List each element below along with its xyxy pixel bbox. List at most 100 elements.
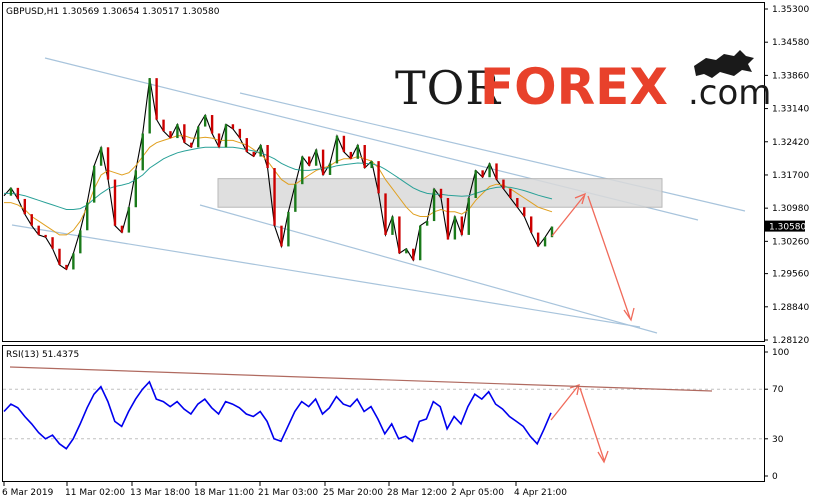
price-candle — [266, 144, 269, 169]
rsi-tick-label: 100 — [772, 348, 789, 358]
price-candle — [58, 248, 61, 265]
price-candle — [72, 253, 75, 270]
price-tick-label: 1.33140 — [772, 105, 809, 115]
price-candle — [224, 124, 228, 148]
rsi-forecast-down-line — [579, 387, 605, 461]
price-candle — [419, 225, 422, 261]
price-series — [3, 78, 554, 271]
current-price-tag: 1.30580 — [765, 220, 806, 233]
price-candle — [51, 237, 54, 249]
channel-lower-line — [199, 204, 658, 334]
price-tick-label: 1.30980 — [772, 204, 809, 214]
time-tick-label: 13 Mar 18:00 — [130, 488, 190, 498]
time-tick-label: 21 Mar 03:00 — [258, 488, 318, 498]
price-candle — [550, 226, 554, 238]
price-candle — [349, 151, 353, 159]
time-axis: 6 Mar 2019 11 Mar 02:00 13 Mar 18:00 18 Mar… — [2, 482, 567, 498]
price-candle — [238, 128, 242, 139]
price-tick-label: 1.34580 — [772, 38, 809, 48]
price-candle — [481, 170, 484, 178]
rsi-forecast-down-arrowhead — [597, 450, 609, 464]
price-candle — [259, 144, 262, 157]
price-candle — [391, 216, 394, 235]
price-candle — [425, 221, 429, 226]
channel-lower-line-2 — [11, 224, 641, 328]
time-tick-label: 2 Apr 05:00 — [451, 488, 504, 498]
price-candle — [287, 211, 290, 247]
price-candle — [252, 151, 255, 157]
price-candle — [384, 193, 387, 235]
price-tick-label: 1.33860 — [772, 71, 809, 81]
rsi-forecast-up-arrowhead — [569, 384, 580, 396]
price-candle — [460, 216, 464, 235]
price-candle — [523, 207, 526, 217]
time-tick-label: 4 Apr 21:00 — [514, 488, 567, 498]
price-candle — [377, 161, 380, 194]
price-candle — [162, 119, 165, 132]
price-candle — [453, 216, 457, 240]
price-candle — [516, 198, 519, 208]
price-candle — [176, 124, 179, 139]
time-tick-label: 11 Mar 02:00 — [65, 488, 125, 498]
price-candle — [169, 131, 172, 139]
price-tick-label: 1.31700 — [772, 171, 809, 181]
price-candle — [495, 163, 498, 180]
price-candle — [120, 225, 124, 233]
chart-header: GBPUSD,H1 1.30569 1.30654 1.30517 1.3058… — [6, 7, 220, 17]
time-tick-label: 6 Mar 2019 — [2, 488, 54, 498]
price-candle — [363, 144, 366, 169]
price-candle — [141, 133, 144, 171]
price-candle — [106, 147, 110, 180]
price-candle — [398, 216, 401, 254]
price-candle — [321, 149, 325, 175]
current-price-tag-bg — [765, 220, 805, 232]
price-candle — [543, 237, 547, 247]
price-candle — [432, 188, 436, 222]
price-candle — [370, 161, 373, 169]
price-candle — [155, 78, 158, 120]
price-candle — [183, 124, 186, 143]
price-axis: 1.35300 1.34580 1.33860 1.33140 1.32420 1.317… — [764, 5, 809, 346]
price-candle — [273, 168, 276, 226]
price-candle — [405, 248, 408, 254]
price-candle — [203, 115, 207, 127]
price-candle — [502, 179, 505, 189]
price-candle — [474, 170, 477, 199]
price-candle — [280, 225, 283, 247]
price-candle — [148, 78, 151, 134]
price-candle — [529, 216, 533, 233]
price-candle — [86, 202, 89, 231]
price-candle — [231, 124, 235, 129]
rsi-tick-label: 0 — [772, 472, 778, 482]
price-candle — [488, 163, 491, 178]
price-candle — [99, 147, 103, 166]
brand-logo: TOR FOREX .com — [395, 50, 771, 116]
rsi-tick-label: 30 — [772, 435, 784, 445]
rsi-forecast-up-line — [550, 385, 579, 421]
price-candle — [356, 144, 359, 159]
bull-icon — [694, 50, 754, 78]
price-candle — [446, 198, 450, 240]
price-tick-label: 1.30260 — [772, 237, 809, 247]
forecast-up-arrowhead — [574, 192, 587, 205]
rsi-tick-label: 70 — [772, 385, 784, 395]
forecast-up-line — [551, 195, 585, 237]
price-candle — [210, 115, 214, 134]
brand-part-forex: FOREX — [480, 58, 668, 116]
price-candle — [509, 188, 512, 199]
price-candle — [314, 149, 318, 166]
price-candle — [190, 142, 193, 148]
price-candle — [328, 163, 332, 175]
rsi-panel-frame — [2, 345, 765, 482]
price-candle — [79, 230, 82, 254]
price-candle — [467, 198, 470, 235]
price-candle — [245, 138, 248, 152]
price-candle — [294, 184, 297, 212]
price-candle — [536, 232, 540, 247]
price-candle — [127, 207, 131, 233]
main-chart-frame — [2, 2, 765, 342]
time-tick-label: 25 Mar 20:00 — [323, 488, 383, 498]
price-tick-label: 1.35300 — [772, 5, 809, 15]
price-candle — [44, 234, 47, 238]
